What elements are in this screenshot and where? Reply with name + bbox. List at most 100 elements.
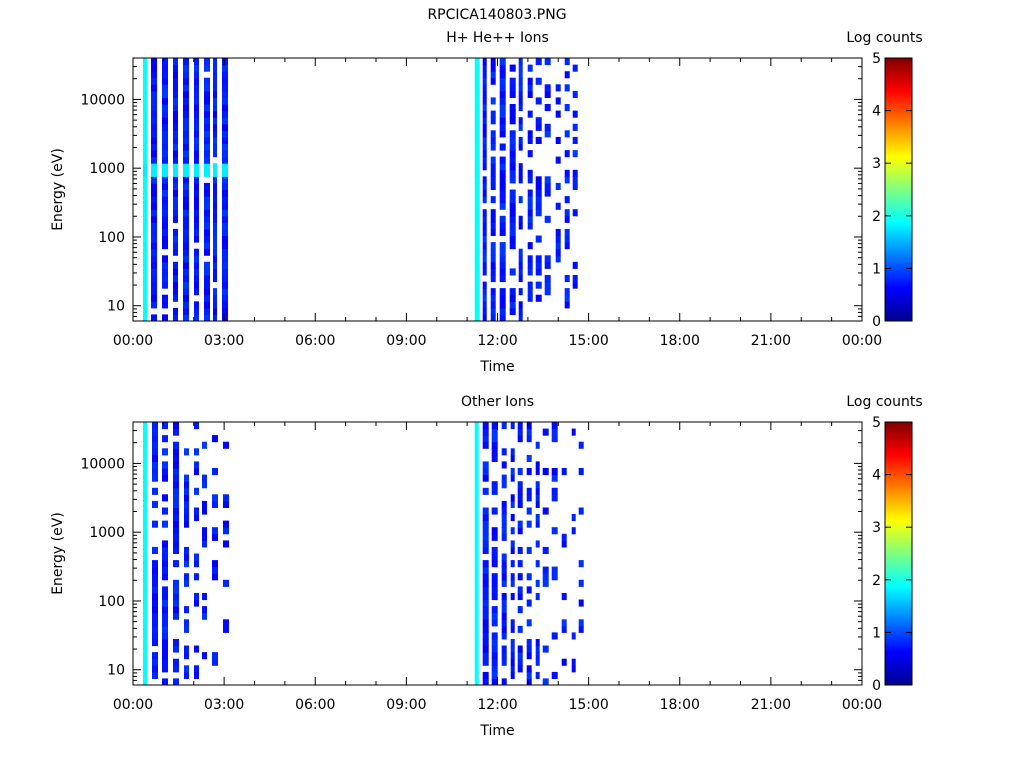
heatmap-cell: [173, 169, 178, 177]
colorbar-tick-label: 5: [872, 415, 881, 431]
heatmap-cell: [510, 658, 515, 666]
x-tick-label: 12:00: [477, 333, 517, 349]
heatmap-cell: [173, 136, 178, 144]
colorbar-tick-label: 2: [872, 209, 881, 225]
x-tick-label: 03:00: [204, 697, 244, 713]
heatmap-cell: [535, 117, 542, 125]
heatmap-cell: [143, 527, 147, 535]
heatmap-cell: [517, 500, 523, 508]
heatmap-cell: [222, 189, 228, 197]
heatmap-cell: [490, 242, 496, 250]
heatmap-cell: [526, 494, 532, 502]
heatmap-cell: [474, 671, 479, 679]
heatmap-cell: [474, 301, 480, 309]
heatmap-cell: [474, 117, 480, 125]
heatmap-cell: [509, 301, 516, 309]
heatmap-cell: [173, 215, 178, 223]
heatmap-cell: [151, 163, 157, 171]
heatmap-cell: [194, 176, 199, 184]
heatmap-cell: [213, 110, 217, 118]
heatmap-cell: [151, 64, 157, 72]
heatmap-cell: [162, 242, 168, 250]
heatmap-cell: [517, 422, 523, 430]
heatmap-cell: [204, 281, 210, 289]
heatmap-cell: [482, 235, 487, 243]
heatmap-cell: [518, 71, 523, 79]
heatmap-cell: [151, 143, 157, 151]
heatmap-cell: [517, 520, 523, 528]
heatmap-cell: [535, 97, 542, 105]
heatmap-cell: [212, 500, 218, 508]
heatmap-cell: [143, 58, 147, 66]
heatmap-cell: [183, 228, 189, 236]
heatmap-cell: [527, 222, 533, 230]
heatmap-cell: [183, 163, 189, 171]
heatmap-cell: [173, 307, 178, 315]
heatmap-cell: [151, 215, 157, 223]
heatmap-cell: [162, 97, 168, 105]
heatmap-cell: [564, 84, 570, 92]
heatmap-cell: [222, 248, 228, 256]
heatmap-cell: [204, 196, 210, 204]
heatmap-cell: [194, 560, 199, 568]
heatmap-cell: [194, 143, 199, 151]
heatmap-cell: [222, 58, 228, 66]
heatmap-cell: [526, 645, 532, 653]
heatmap-cell: [510, 500, 515, 508]
heatmap-cell: [222, 222, 228, 230]
heatmap-cell: [143, 301, 147, 309]
heatmap-cell: [499, 71, 506, 79]
heatmap-cell: [526, 665, 532, 673]
heatmap-cell: [162, 228, 168, 236]
heatmap-cell: [526, 546, 532, 554]
heatmap-cell: [501, 461, 507, 469]
heatmap-cell: [213, 169, 217, 177]
heatmap-cell: [561, 540, 567, 548]
heatmap-cell: [482, 468, 489, 476]
heatmap-cell: [482, 77, 487, 85]
heatmap-cell: [213, 123, 217, 131]
heatmap-cell: [544, 130, 551, 138]
heatmap-cell: [194, 110, 199, 118]
heatmap-cell: [162, 652, 168, 660]
heatmap-cell: [474, 665, 479, 673]
heatmap-cell: [490, 294, 496, 302]
heatmap-cell: [204, 202, 210, 210]
heatmap-cell: [564, 58, 570, 66]
heatmap-cell: [173, 500, 179, 508]
heatmap-cell: [482, 156, 487, 164]
heatmap-cell: [474, 593, 479, 601]
heatmap-cell: [152, 468, 158, 476]
heatmap-cell: [194, 288, 199, 296]
heatmap-cell: [194, 665, 199, 673]
heatmap-cell: [518, 90, 523, 98]
heatmap-cell: [173, 202, 178, 210]
heatmap-cell: [184, 606, 189, 614]
y-tick-label: 100: [98, 230, 125, 246]
heatmap-cell: [162, 294, 168, 302]
heatmap-cell: [510, 671, 515, 679]
heatmap-cell: [474, 599, 479, 607]
heatmap-cell: [491, 606, 498, 614]
heatmap-cell: [222, 104, 228, 112]
heatmap-cell: [499, 97, 506, 105]
heatmap-cell: [518, 104, 523, 112]
heatmap-cell: [143, 632, 147, 640]
heatmap-cell: [194, 189, 199, 197]
heatmap-cell: [143, 196, 147, 204]
heatmap-cell: [561, 593, 567, 601]
heatmap-cell: [510, 448, 515, 456]
heatmap-cell: [183, 58, 189, 66]
heatmap-cell: [518, 97, 523, 105]
heatmap-cell: [518, 163, 523, 171]
heatmap-cell: [143, 441, 147, 449]
heatmap-cell: [527, 215, 533, 223]
heatmap-cell: [213, 71, 217, 79]
x-tick-label: 15:00: [568, 697, 608, 713]
heatmap-cell: [499, 176, 506, 184]
heatmap-cell: [162, 150, 168, 158]
heatmap-cell: [474, 143, 480, 151]
heatmap-cell: [143, 487, 147, 495]
heatmap-cell: [474, 261, 480, 269]
heatmap-cell: [490, 169, 496, 177]
